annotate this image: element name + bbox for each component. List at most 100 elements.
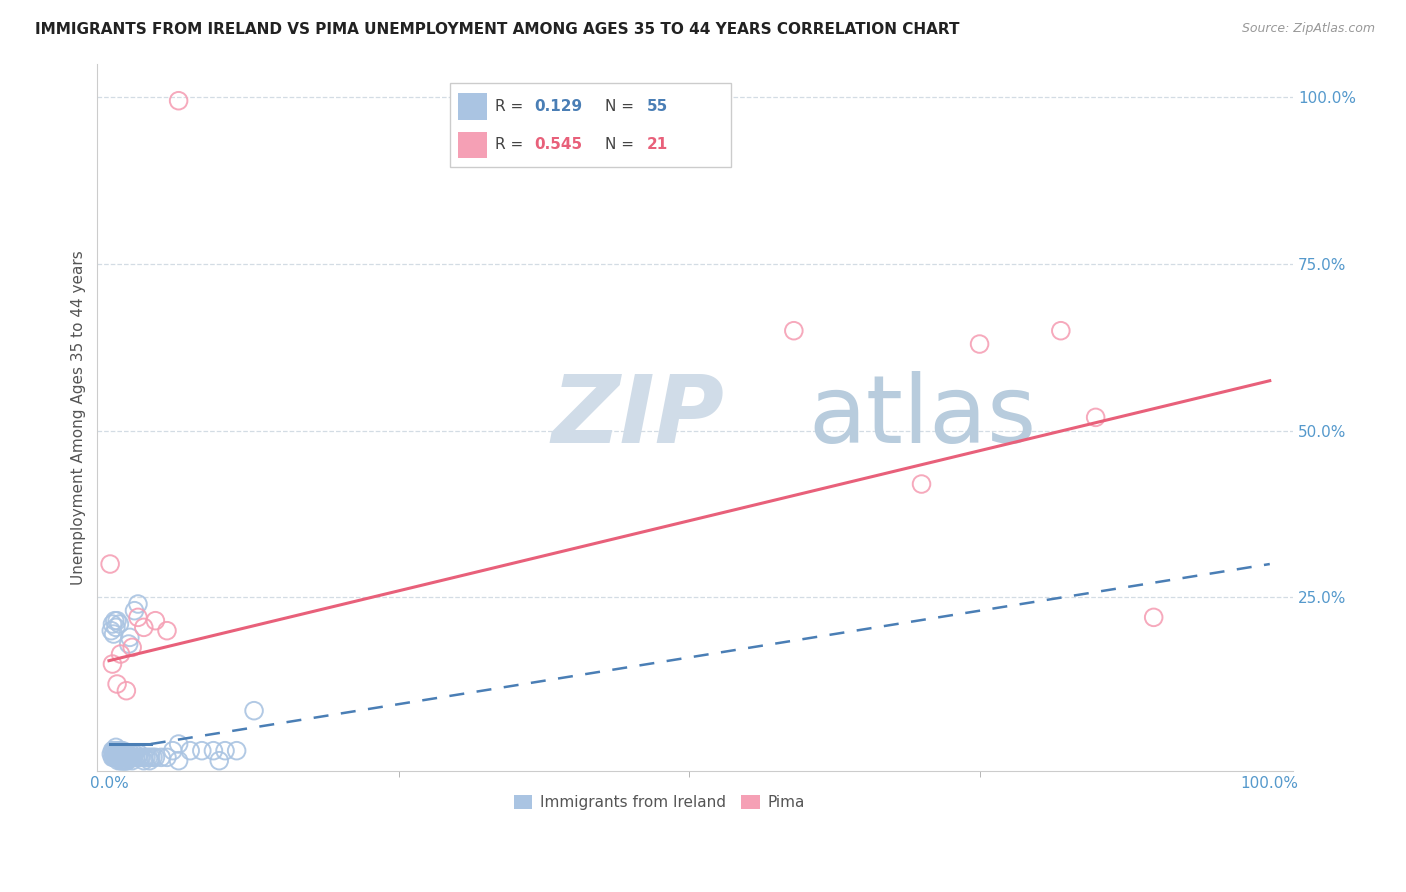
Point	[145, 750, 167, 764]
Point	[135, 750, 157, 764]
Text: atlas: atlas	[808, 371, 1038, 463]
Point	[139, 750, 162, 764]
Point	[1143, 610, 1166, 624]
Point	[167, 94, 190, 108]
Point	[118, 750, 141, 764]
Point	[167, 737, 190, 751]
Point	[167, 754, 190, 768]
Point	[104, 744, 127, 758]
Point	[103, 744, 125, 758]
Point	[225, 744, 247, 758]
Text: Source: ZipAtlas.com: Source: ZipAtlas.com	[1241, 22, 1375, 36]
Point	[142, 750, 165, 764]
Y-axis label: Unemployment Among Ages 35 to 44 years: Unemployment Among Ages 35 to 44 years	[72, 250, 86, 585]
Point	[121, 640, 143, 655]
Point	[110, 754, 132, 768]
Point	[124, 747, 146, 761]
Point	[131, 750, 153, 764]
Point	[138, 750, 160, 764]
Point	[114, 754, 136, 768]
Point	[107, 750, 129, 764]
Point	[107, 754, 129, 768]
Point	[202, 744, 225, 758]
Point	[104, 747, 127, 761]
Point	[129, 750, 152, 764]
Point	[117, 754, 139, 768]
Point	[132, 620, 155, 634]
Point	[1084, 410, 1107, 425]
Point	[969, 337, 991, 351]
Point	[121, 754, 143, 768]
Point	[208, 754, 231, 768]
Point	[243, 704, 266, 718]
Point	[108, 747, 131, 761]
Point	[101, 744, 124, 758]
Point	[112, 750, 135, 764]
Point	[110, 750, 132, 764]
Text: IMMIGRANTS FROM IRELAND VS PIMA UNEMPLOYMENT AMONG AGES 35 TO 44 YEARS CORRELATI: IMMIGRANTS FROM IRELAND VS PIMA UNEMPLOY…	[35, 22, 960, 37]
Point	[107, 744, 129, 758]
Point	[110, 744, 132, 758]
Point	[108, 617, 131, 632]
Point	[117, 747, 139, 761]
Point	[104, 750, 127, 764]
Point	[115, 754, 138, 768]
Point	[114, 747, 136, 761]
Point	[115, 750, 138, 764]
Point	[910, 477, 932, 491]
Point	[110, 647, 132, 661]
Point	[100, 747, 122, 761]
Legend: Immigrants from Ireland, Pima: Immigrants from Ireland, Pima	[508, 789, 811, 816]
Point	[111, 750, 134, 764]
Point	[98, 557, 121, 571]
Point	[179, 744, 201, 758]
Point	[104, 744, 127, 758]
Point	[124, 750, 146, 764]
Point	[121, 750, 143, 764]
Point	[111, 754, 134, 768]
Point	[108, 750, 131, 764]
Point	[105, 677, 128, 691]
Point	[111, 750, 134, 764]
Point	[115, 683, 138, 698]
Point	[132, 750, 155, 764]
Point	[191, 744, 214, 758]
Point	[214, 744, 236, 758]
Point	[124, 604, 146, 618]
Point	[162, 744, 184, 758]
Point	[111, 754, 134, 768]
Point	[105, 744, 128, 758]
Point	[127, 597, 149, 611]
Point	[105, 614, 128, 628]
Point	[118, 750, 141, 764]
Point	[145, 614, 167, 628]
Point	[101, 617, 124, 632]
Point	[103, 750, 125, 764]
Point	[127, 750, 149, 764]
Point	[110, 747, 132, 761]
Point	[104, 620, 127, 634]
Point	[122, 750, 145, 764]
Point	[100, 624, 122, 638]
Point	[103, 627, 125, 641]
Point	[111, 747, 134, 761]
Point	[104, 614, 127, 628]
Point	[127, 610, 149, 624]
Point	[118, 637, 141, 651]
Point	[120, 747, 142, 761]
Point	[156, 750, 179, 764]
Point	[111, 744, 134, 758]
Point	[104, 750, 127, 764]
Point	[138, 754, 160, 768]
Point	[105, 747, 128, 761]
Point	[132, 754, 155, 768]
Point	[112, 754, 135, 768]
Point	[118, 631, 141, 645]
Text: ZIP: ZIP	[551, 371, 724, 463]
Point	[150, 750, 173, 764]
Point	[101, 657, 124, 671]
Point	[156, 624, 179, 638]
Point	[1049, 324, 1071, 338]
Point	[783, 324, 806, 338]
Point	[104, 740, 127, 755]
